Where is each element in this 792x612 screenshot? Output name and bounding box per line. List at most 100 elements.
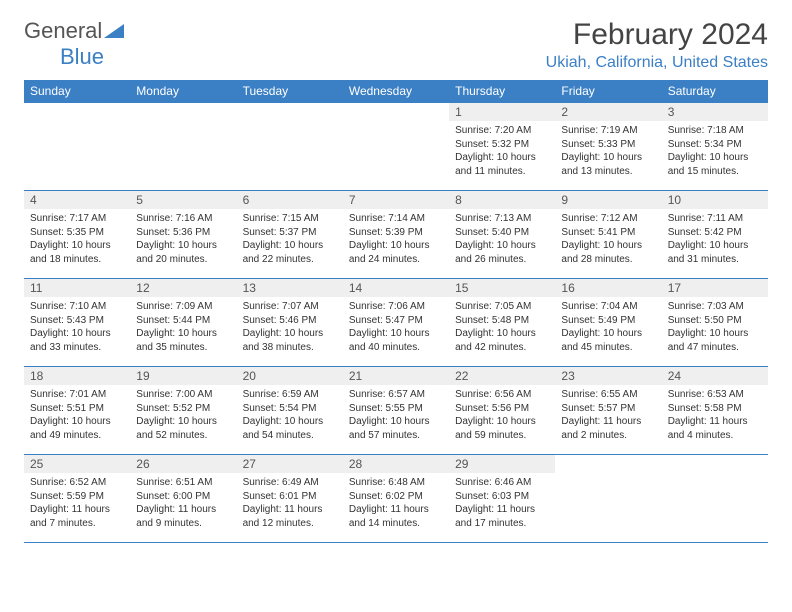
location-text: Ukiah, California, United States: [546, 54, 768, 72]
sunrise-line: Sunrise: 7:19 AM: [561, 124, 655, 138]
weekday-header: Friday: [555, 80, 661, 103]
day-details: Sunrise: 7:13 AMSunset: 5:40 PMDaylight:…: [449, 209, 555, 270]
day-number: 6: [237, 191, 343, 209]
sunset-line: Sunset: 5:42 PM: [668, 226, 762, 240]
sunset-line: Sunset: 5:41 PM: [561, 226, 655, 240]
day-cell: 3Sunrise: 7:18 AMSunset: 5:34 PMDaylight…: [662, 103, 768, 191]
empty-cell: [555, 455, 661, 543]
day-cell: 4Sunrise: 7:17 AMSunset: 5:35 PMDaylight…: [24, 191, 130, 279]
day-number: 28: [343, 455, 449, 473]
day-details: Sunrise: 7:10 AMSunset: 5:43 PMDaylight:…: [24, 297, 130, 358]
empty-cell: [24, 103, 130, 191]
sunset-line: Sunset: 5:48 PM: [455, 314, 549, 328]
day-cell: 29Sunrise: 6:46 AMSunset: 6:03 PMDayligh…: [449, 455, 555, 543]
daylight-line: Daylight: 11 hours and 2 minutes.: [561, 415, 655, 442]
day-number: 10: [662, 191, 768, 209]
sunrise-line: Sunrise: 7:17 AM: [30, 212, 124, 226]
sunrise-line: Sunrise: 7:04 AM: [561, 300, 655, 314]
day-details: Sunrise: 6:52 AMSunset: 5:59 PMDaylight:…: [24, 473, 130, 534]
sunrise-line: Sunrise: 6:55 AM: [561, 388, 655, 402]
weekday-header: Saturday: [662, 80, 768, 103]
sunset-line: Sunset: 5:52 PM: [136, 402, 230, 416]
day-number: 20: [237, 367, 343, 385]
sunrise-line: Sunrise: 7:09 AM: [136, 300, 230, 314]
daylight-line: Daylight: 10 hours and 24 minutes.: [349, 239, 443, 266]
day-number: 29: [449, 455, 555, 473]
day-cell: 11Sunrise: 7:10 AMSunset: 5:43 PMDayligh…: [24, 279, 130, 367]
day-details: Sunrise: 7:01 AMSunset: 5:51 PMDaylight:…: [24, 385, 130, 446]
day-cell: 16Sunrise: 7:04 AMSunset: 5:49 PMDayligh…: [555, 279, 661, 367]
day-cell: 21Sunrise: 6:57 AMSunset: 5:55 PMDayligh…: [343, 367, 449, 455]
sunrise-line: Sunrise: 7:05 AM: [455, 300, 549, 314]
sunrise-line: Sunrise: 7:14 AM: [349, 212, 443, 226]
sunrise-line: Sunrise: 7:03 AM: [668, 300, 762, 314]
daylight-line: Daylight: 10 hours and 54 minutes.: [243, 415, 337, 442]
day-number: 11: [24, 279, 130, 297]
sunset-line: Sunset: 5:35 PM: [30, 226, 124, 240]
month-title: February 2024: [546, 18, 768, 52]
daylight-line: Daylight: 10 hours and 52 minutes.: [136, 415, 230, 442]
sunset-line: Sunset: 5:39 PM: [349, 226, 443, 240]
sunset-line: Sunset: 5:47 PM: [349, 314, 443, 328]
sunrise-line: Sunrise: 6:52 AM: [30, 476, 124, 490]
sunrise-line: Sunrise: 6:59 AM: [243, 388, 337, 402]
logo-triangle-icon: [104, 18, 124, 43]
sunset-line: Sunset: 5:51 PM: [30, 402, 124, 416]
calendar-row: 4Sunrise: 7:17 AMSunset: 5:35 PMDaylight…: [24, 191, 768, 279]
sunrise-line: Sunrise: 7:18 AM: [668, 124, 762, 138]
day-number: 24: [662, 367, 768, 385]
day-cell: 10Sunrise: 7:11 AMSunset: 5:42 PMDayligh…: [662, 191, 768, 279]
daylight-line: Daylight: 11 hours and 9 minutes.: [136, 503, 230, 530]
day-cell: 25Sunrise: 6:52 AMSunset: 5:59 PMDayligh…: [24, 455, 130, 543]
title-block: February 2024 Ukiah, California, United …: [546, 18, 768, 72]
sunset-line: Sunset: 5:44 PM: [136, 314, 230, 328]
day-details: Sunrise: 7:17 AMSunset: 5:35 PMDaylight:…: [24, 209, 130, 270]
sunset-line: Sunset: 5:46 PM: [243, 314, 337, 328]
daylight-line: Daylight: 10 hours and 45 minutes.: [561, 327, 655, 354]
sunset-line: Sunset: 5:33 PM: [561, 138, 655, 152]
day-details: Sunrise: 6:59 AMSunset: 5:54 PMDaylight:…: [237, 385, 343, 446]
day-cell: 20Sunrise: 6:59 AMSunset: 5:54 PMDayligh…: [237, 367, 343, 455]
empty-cell: [343, 103, 449, 191]
daylight-line: Daylight: 10 hours and 28 minutes.: [561, 239, 655, 266]
sunrise-line: Sunrise: 7:10 AM: [30, 300, 124, 314]
sunrise-line: Sunrise: 7:06 AM: [349, 300, 443, 314]
day-details: Sunrise: 7:05 AMSunset: 5:48 PMDaylight:…: [449, 297, 555, 358]
sunset-line: Sunset: 5:40 PM: [455, 226, 549, 240]
weekday-header: Tuesday: [237, 80, 343, 103]
sunset-line: Sunset: 5:57 PM: [561, 402, 655, 416]
daylight-line: Daylight: 10 hours and 22 minutes.: [243, 239, 337, 266]
day-cell: 26Sunrise: 6:51 AMSunset: 6:00 PMDayligh…: [130, 455, 236, 543]
day-cell: 13Sunrise: 7:07 AMSunset: 5:46 PMDayligh…: [237, 279, 343, 367]
day-details: Sunrise: 7:09 AMSunset: 5:44 PMDaylight:…: [130, 297, 236, 358]
daylight-line: Daylight: 10 hours and 42 minutes.: [455, 327, 549, 354]
sunset-line: Sunset: 5:36 PM: [136, 226, 230, 240]
weekday-header: Thursday: [449, 80, 555, 103]
day-number: 14: [343, 279, 449, 297]
day-details: Sunrise: 7:03 AMSunset: 5:50 PMDaylight:…: [662, 297, 768, 358]
sunset-line: Sunset: 5:55 PM: [349, 402, 443, 416]
weekday-header-row: SundayMondayTuesdayWednesdayThursdayFrid…: [24, 80, 768, 103]
calendar-row: 25Sunrise: 6:52 AMSunset: 5:59 PMDayligh…: [24, 455, 768, 543]
sunrise-line: Sunrise: 7:01 AM: [30, 388, 124, 402]
calendar-table: SundayMondayTuesdayWednesdayThursdayFrid…: [24, 80, 768, 543]
day-cell: 12Sunrise: 7:09 AMSunset: 5:44 PMDayligh…: [130, 279, 236, 367]
day-number: 25: [24, 455, 130, 473]
header: General Blue February 2024 Ukiah, Califo…: [24, 18, 768, 72]
daylight-line: Daylight: 11 hours and 4 minutes.: [668, 415, 762, 442]
day-cell: 28Sunrise: 6:48 AMSunset: 6:02 PMDayligh…: [343, 455, 449, 543]
day-details: Sunrise: 7:14 AMSunset: 5:39 PMDaylight:…: [343, 209, 449, 270]
day-number: 22: [449, 367, 555, 385]
day-number: 23: [555, 367, 661, 385]
daylight-line: Daylight: 10 hours and 15 minutes.: [668, 151, 762, 178]
day-number: 27: [237, 455, 343, 473]
sunrise-line: Sunrise: 7:15 AM: [243, 212, 337, 226]
weekday-header: Sunday: [24, 80, 130, 103]
daylight-line: Daylight: 10 hours and 35 minutes.: [136, 327, 230, 354]
sunrise-line: Sunrise: 7:13 AM: [455, 212, 549, 226]
day-details: Sunrise: 7:04 AMSunset: 5:49 PMDaylight:…: [555, 297, 661, 358]
day-details: Sunrise: 7:18 AMSunset: 5:34 PMDaylight:…: [662, 121, 768, 182]
calendar-row: 1Sunrise: 7:20 AMSunset: 5:32 PMDaylight…: [24, 103, 768, 191]
day-cell: 24Sunrise: 6:53 AMSunset: 5:58 PMDayligh…: [662, 367, 768, 455]
daylight-line: Daylight: 10 hours and 26 minutes.: [455, 239, 549, 266]
